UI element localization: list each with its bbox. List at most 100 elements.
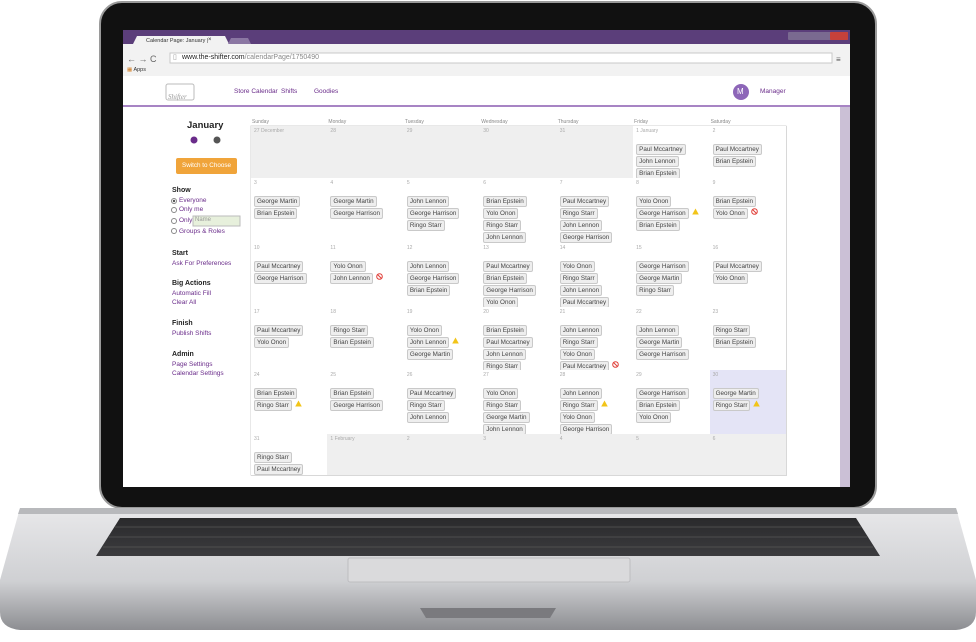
day-cell[interactable]: 6 xyxy=(709,434,787,476)
show-option[interactable]: Only me xyxy=(179,206,204,213)
groups-roles[interactable]: Groups & Roles xyxy=(179,228,225,235)
shift[interactable]: Paul Mccartney xyxy=(254,255,304,273)
day-cell[interactable]: 20 Brian Epstein Paul Mccartney John Lennon… xyxy=(480,307,558,372)
day-cell[interactable]: 1 January Paul Mccartney John Lennon Brian … xyxy=(633,126,711,179)
day-cell[interactable]: 24 Brian Epstein Ringo Starr xyxy=(251,370,329,435)
shift[interactable]: Brian Epstein xyxy=(712,150,757,168)
shift[interactable]: George Harrison xyxy=(483,279,536,297)
day-cell[interactable]: 30 George Martin Ringo Starr xyxy=(709,370,787,435)
day-cell[interactable]: 25 Brian Epstein George Harrison xyxy=(327,370,405,435)
shift[interactable]: George Harrison xyxy=(636,343,689,361)
nav-link[interactable]: Store Calendar xyxy=(234,88,278,95)
shift[interactable]: Brian Epstein xyxy=(636,214,680,232)
shift[interactable]: Ringo Starr xyxy=(406,394,445,412)
day-cell[interactable]: 12 John Lennon George Harrison Brian Epstei… xyxy=(403,243,482,308)
day-cell[interactable]: 1 February xyxy=(327,434,405,476)
day-cell[interactable]: 28 xyxy=(327,126,405,179)
day-cell[interactable]: 5 John Lennon George Harrison Ringo Starr xyxy=(403,178,482,244)
shift[interactable]: George Martin xyxy=(483,406,530,424)
shift[interactable]: Yolo Onon xyxy=(636,190,672,208)
shift[interactable]: John Lennon xyxy=(559,382,603,400)
user-role[interactable]: Manager xyxy=(760,88,786,95)
shift[interactable]: Ringo Starr xyxy=(712,319,751,337)
show-option[interactable]: Everyone xyxy=(179,197,207,204)
day-cell[interactable]: 9 Brian Epstein Yolo Onon xyxy=(709,178,787,244)
shift[interactable]: Yolo Onon xyxy=(559,255,595,273)
tab-close[interactable]: × xyxy=(208,37,212,43)
shift[interactable]: George Harrison xyxy=(636,382,689,400)
shift[interactable]: John Lennon xyxy=(483,343,526,361)
shift[interactable]: George Martin xyxy=(712,382,759,400)
day-cell[interactable]: 11 Yolo Onon John Lennon xyxy=(327,243,405,308)
day-cell[interactable]: 13 Paul Mccartney Brian Epstein George Harr… xyxy=(480,243,558,308)
day-cell[interactable]: 4 George Martin George Harrison xyxy=(327,178,405,244)
shift[interactable]: Brian Epstein xyxy=(330,382,374,400)
shift[interactable]: Paul Mccartney xyxy=(406,382,457,400)
shift[interactable]: Yolo Onon xyxy=(712,267,748,285)
shift[interactable]: John Lennon xyxy=(330,267,383,285)
shift[interactable]: Ringo Starr xyxy=(559,331,598,349)
shift[interactable]: Yolo Onon xyxy=(483,202,519,220)
shift[interactable]: George Martin xyxy=(406,343,454,361)
shift[interactable]: George Harrison xyxy=(559,226,613,244)
day-cell[interactable]: 17 Paul Mccartney Yolo Onon xyxy=(251,307,329,371)
shift[interactable]: John Lennon xyxy=(559,319,603,337)
shift[interactable]: George Martin xyxy=(330,190,377,208)
section-link[interactable]: Ask For Preferences xyxy=(172,260,232,267)
shift[interactable]: Paul Mccartney xyxy=(636,138,686,156)
shift[interactable]: Paul Mccartney xyxy=(712,138,762,156)
logo[interactable]: Shifter xyxy=(168,93,187,101)
shift[interactable]: Yolo Onon xyxy=(712,202,758,220)
shift[interactable]: Paul Mccartney xyxy=(254,319,304,337)
day-cell[interactable]: 5 xyxy=(633,434,711,476)
section-link[interactable]: Clear All xyxy=(172,299,197,306)
shift[interactable]: Ringo Starr xyxy=(483,394,522,412)
shift[interactable]: John Lennon xyxy=(406,255,450,273)
shift[interactable]: Yolo Onon xyxy=(406,319,443,337)
shift[interactable]: George Harrison xyxy=(406,267,460,285)
shift[interactable]: Ringo Starr xyxy=(712,394,761,412)
section-link[interactable]: Publish Shifts xyxy=(172,330,212,337)
shift[interactable]: Paul Mccartney xyxy=(712,255,762,273)
shift[interactable]: Brian Epstein xyxy=(712,331,757,349)
shift[interactable]: Paul Mccartney xyxy=(254,458,304,476)
day-cell[interactable]: 15 George Harrison George Martin Ringo Star… xyxy=(633,243,711,308)
switch-button[interactable]: Switch to Choose xyxy=(182,162,232,169)
name-input[interactable]: Name xyxy=(195,217,212,223)
shift[interactable]: George Harrison xyxy=(406,202,460,220)
day-cell[interactable]: 31 Ringo Starr Paul Mccartney xyxy=(251,434,329,476)
shift[interactable]: John Lennon xyxy=(636,319,679,337)
shift[interactable]: Brian Epstein xyxy=(483,190,527,208)
url[interactable]: www.the-shifter.com/calendarPage/1750490 xyxy=(182,54,319,61)
day-cell[interactable]: 8 Yolo Onon George Harrison Brian Epstein xyxy=(633,178,711,244)
shift[interactable]: Paul Mccartney xyxy=(483,331,533,349)
shift[interactable]: Yolo Onon xyxy=(559,343,595,361)
day-cell[interactable]: 6 Brian Epstein Yolo Onon Ringo Starr John L… xyxy=(480,178,558,244)
shift[interactable]: Brian Epstein xyxy=(254,202,298,220)
shift[interactable]: Ringo Starr xyxy=(559,202,598,220)
shift[interactable]: Yolo Onon xyxy=(559,406,595,424)
day-cell[interactable]: 27 December xyxy=(251,126,329,179)
section-link[interactable]: Page Settings xyxy=(172,361,213,368)
day-cell[interactable]: 16 Paul Mccartney Yolo Onon xyxy=(709,243,787,308)
day-cell[interactable]: 28 John Lennon Ringo Starr Yolo Onon George … xyxy=(556,370,635,435)
shift[interactable]: George Martin xyxy=(636,267,683,285)
day-cell[interactable]: 31 xyxy=(556,126,635,179)
day-cell[interactable]: 4 xyxy=(556,434,635,476)
day-cell[interactable]: 29 xyxy=(403,126,482,179)
shift[interactable]: John Lennon xyxy=(559,279,603,297)
day-cell[interactable]: 3 xyxy=(480,434,558,476)
avatar[interactable]: M xyxy=(737,87,744,96)
shift[interactable]: George Harrison xyxy=(330,202,383,220)
shift[interactable]: Yolo Onon xyxy=(254,331,290,349)
shift[interactable]: John Lennon xyxy=(406,331,460,349)
shift[interactable]: Yolo Onon xyxy=(330,255,366,273)
shift[interactable]: Ringo Starr xyxy=(254,446,292,464)
tab-title[interactable]: Calendar Page: January | xyxy=(146,38,209,44)
section-link[interactable]: Automatic Fill xyxy=(172,290,212,297)
shift[interactable]: George Harrison xyxy=(254,267,307,285)
shift[interactable]: Brian Epstein xyxy=(483,267,527,285)
shift[interactable]: George Martin xyxy=(254,190,301,208)
shift[interactable]: John Lennon xyxy=(636,150,679,168)
nav-link[interactable]: Shifts xyxy=(281,88,298,95)
